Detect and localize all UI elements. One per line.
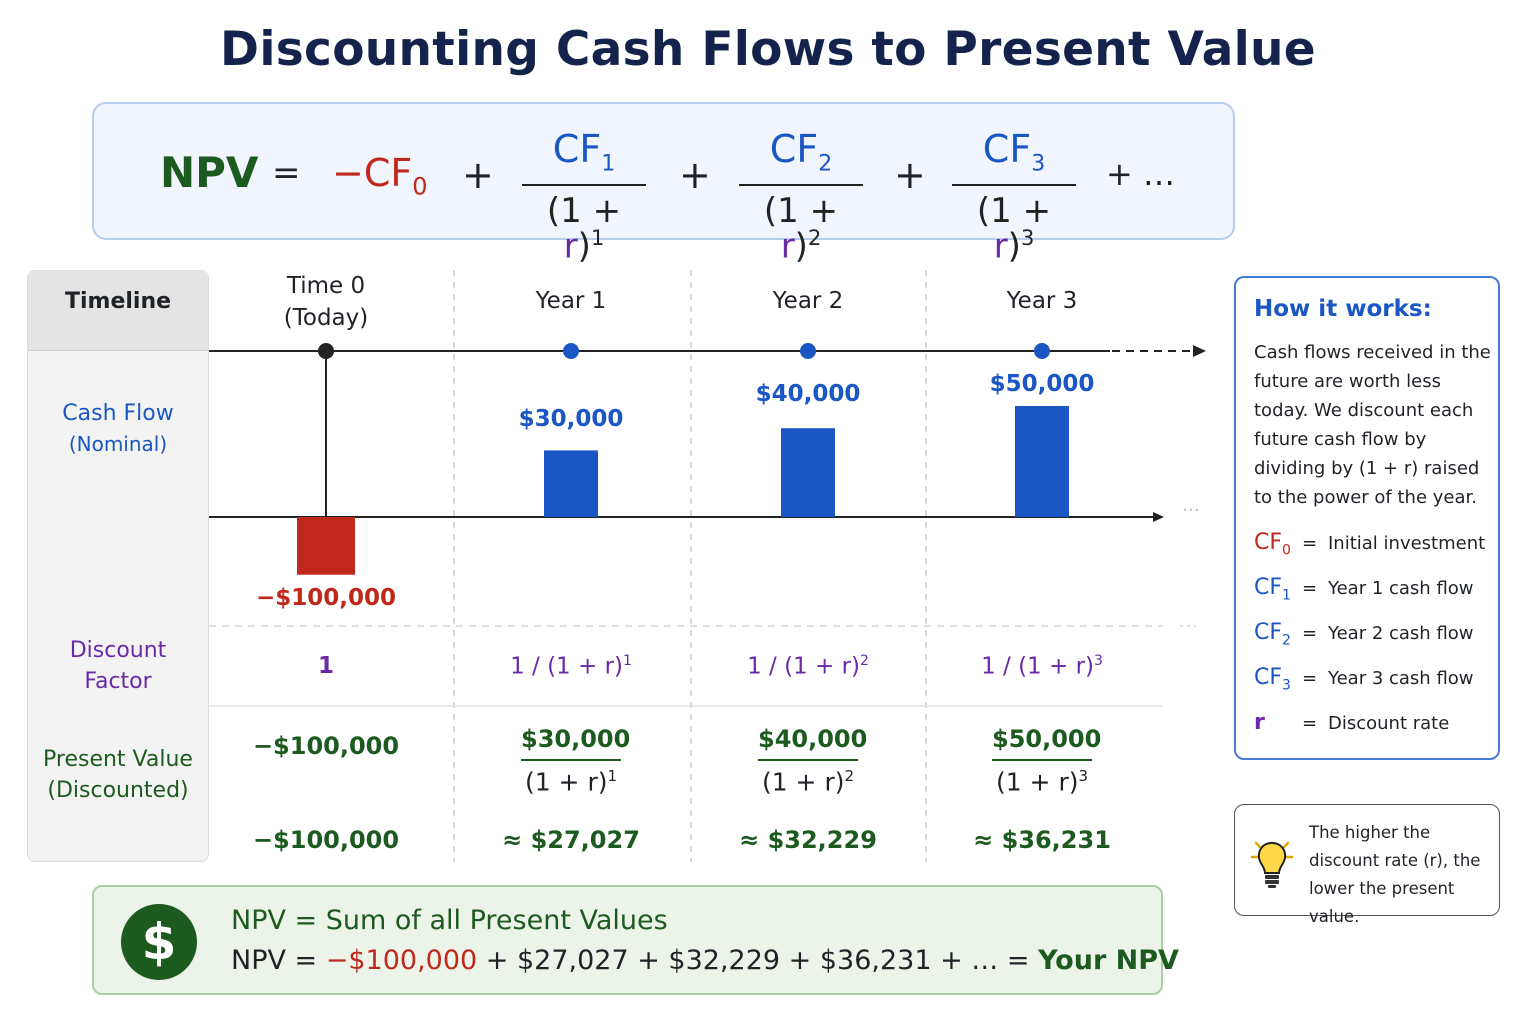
legend-rate: r = Discount rate	[1254, 710, 1450, 735]
row-label-panel	[27, 270, 209, 862]
pv-value-time0: −$100,000	[252, 826, 400, 854]
timeline-arrow-icon	[1193, 345, 1206, 357]
page-title: Discounting Cash Flows to Present Value	[220, 22, 1316, 77]
legend-cf2: CF2 = Year 2 cash flow	[1254, 620, 1474, 649]
formula-npv: NPV	[160, 148, 259, 197]
legend-cf1: CF1 = Year 1 cash flow	[1254, 575, 1474, 604]
tip-text: The higher the discount rate (r), the lo…	[1309, 823, 1481, 926]
cash-flow-label-year1: $30,000	[518, 406, 624, 432]
npv-summary-box: $ NPV = Sum of all Present Values NPV = …	[92, 885, 1179, 995]
year2-marker	[800, 343, 816, 359]
factor-year3: 1 / (1 + r)3	[981, 653, 1103, 680]
pv-fraction-year1: $30,000 (1 + r)1	[521, 725, 631, 797]
label-timeline: Timeline	[64, 289, 172, 314]
label-discounted: (Discounted)	[47, 778, 189, 803]
pv-fraction-year2: $40,000 (1 + r)2	[758, 725, 868, 797]
row-label-panel-header	[28, 271, 208, 351]
cash-flow-bar-time0	[297, 517, 355, 575]
formula-ellipsis: + …	[1106, 155, 1175, 193]
cash-flow-bar-year1	[544, 450, 598, 517]
formula-plus-1: +	[462, 153, 494, 197]
column-dividers	[453, 270, 927, 862]
label-present-value: Present Value	[43, 747, 193, 772]
factor-time0: 1	[317, 653, 334, 679]
timeline-more: ···	[1182, 500, 1200, 521]
how-it-works-body: Cash flows received in the future are wo…	[1254, 342, 1491, 508]
pv-value-year2: ≈ $32,229	[739, 826, 877, 854]
cash-flow-bar-year3	[1015, 406, 1069, 517]
formula-equals: =	[272, 153, 301, 193]
cash-flow-label-year2: $40,000	[755, 381, 861, 407]
label-cash-flow: Cash Flow	[62, 401, 174, 426]
label-discount: Discount	[69, 638, 167, 663]
formula-plus-2: +	[679, 153, 711, 197]
tip-box: The higher the discount rate (r), the lo…	[1234, 804, 1500, 926]
year3-marker	[1034, 343, 1050, 359]
npv-summary-line1: NPV = Sum of all Present Values	[231, 905, 668, 936]
col-head-year1: Year 1	[535, 288, 607, 314]
formula-term-2: CF2 (1 + r)2	[739, 130, 863, 263]
time0-marker	[318, 343, 334, 359]
npv-summary-line2: NPV = −$100,000 + $27,027 + $32,229 + $3…	[231, 945, 1179, 976]
col-head-time0: Time 0 (Today)	[283, 273, 369, 331]
how-it-works-panel: How it works: Cash flows received in the…	[1234, 276, 1500, 760]
label-nominal: (Nominal)	[68, 432, 168, 456]
formula-term-1: CF1 (1 + r)1	[522, 130, 646, 263]
col-head-year2: Year 2	[772, 288, 844, 314]
baseline-arrow-icon	[1153, 512, 1164, 522]
col-head-year3: Year 3	[1006, 288, 1078, 314]
pv-value-year3: ≈ $36,231	[973, 826, 1111, 854]
npv-formula-box: NPV = −CF0 + CF1 (1 + r)1 + CF2 (1 + r)2…	[92, 102, 1235, 263]
pv-value-year1: ≈ $27,027	[502, 826, 640, 854]
formula-plus-3: +	[894, 153, 926, 197]
how-it-works-title: How it works:	[1254, 296, 1432, 322]
cash-flow-bars	[297, 406, 1069, 575]
pv-top-time0: −$100,000	[252, 732, 400, 760]
cash-flow-label-time0: −$100,000	[255, 585, 397, 611]
lightbulb-icon	[1250, 841, 1294, 888]
dollar-icon: $	[121, 904, 197, 980]
pv-fraction-year3: $50,000 (1 + r)3	[992, 725, 1102, 797]
year1-marker	[563, 343, 579, 359]
formula-term-3: CF3 (1 + r)3	[952, 130, 1076, 263]
factor-year2: 1 / (1 + r)2	[747, 653, 869, 680]
legend-cf0: CF0 = Initial investment	[1254, 530, 1486, 559]
label-factor: Factor	[84, 669, 152, 694]
cash-flow-bar-year2	[781, 428, 835, 517]
formula-cf0: −CF0	[332, 151, 428, 201]
legend-cf3: CF3 = Year 3 cash flow	[1254, 665, 1474, 694]
cash-flow-label-year3: $50,000	[989, 371, 1095, 397]
factor-year1: 1 / (1 + r)1	[510, 653, 632, 680]
